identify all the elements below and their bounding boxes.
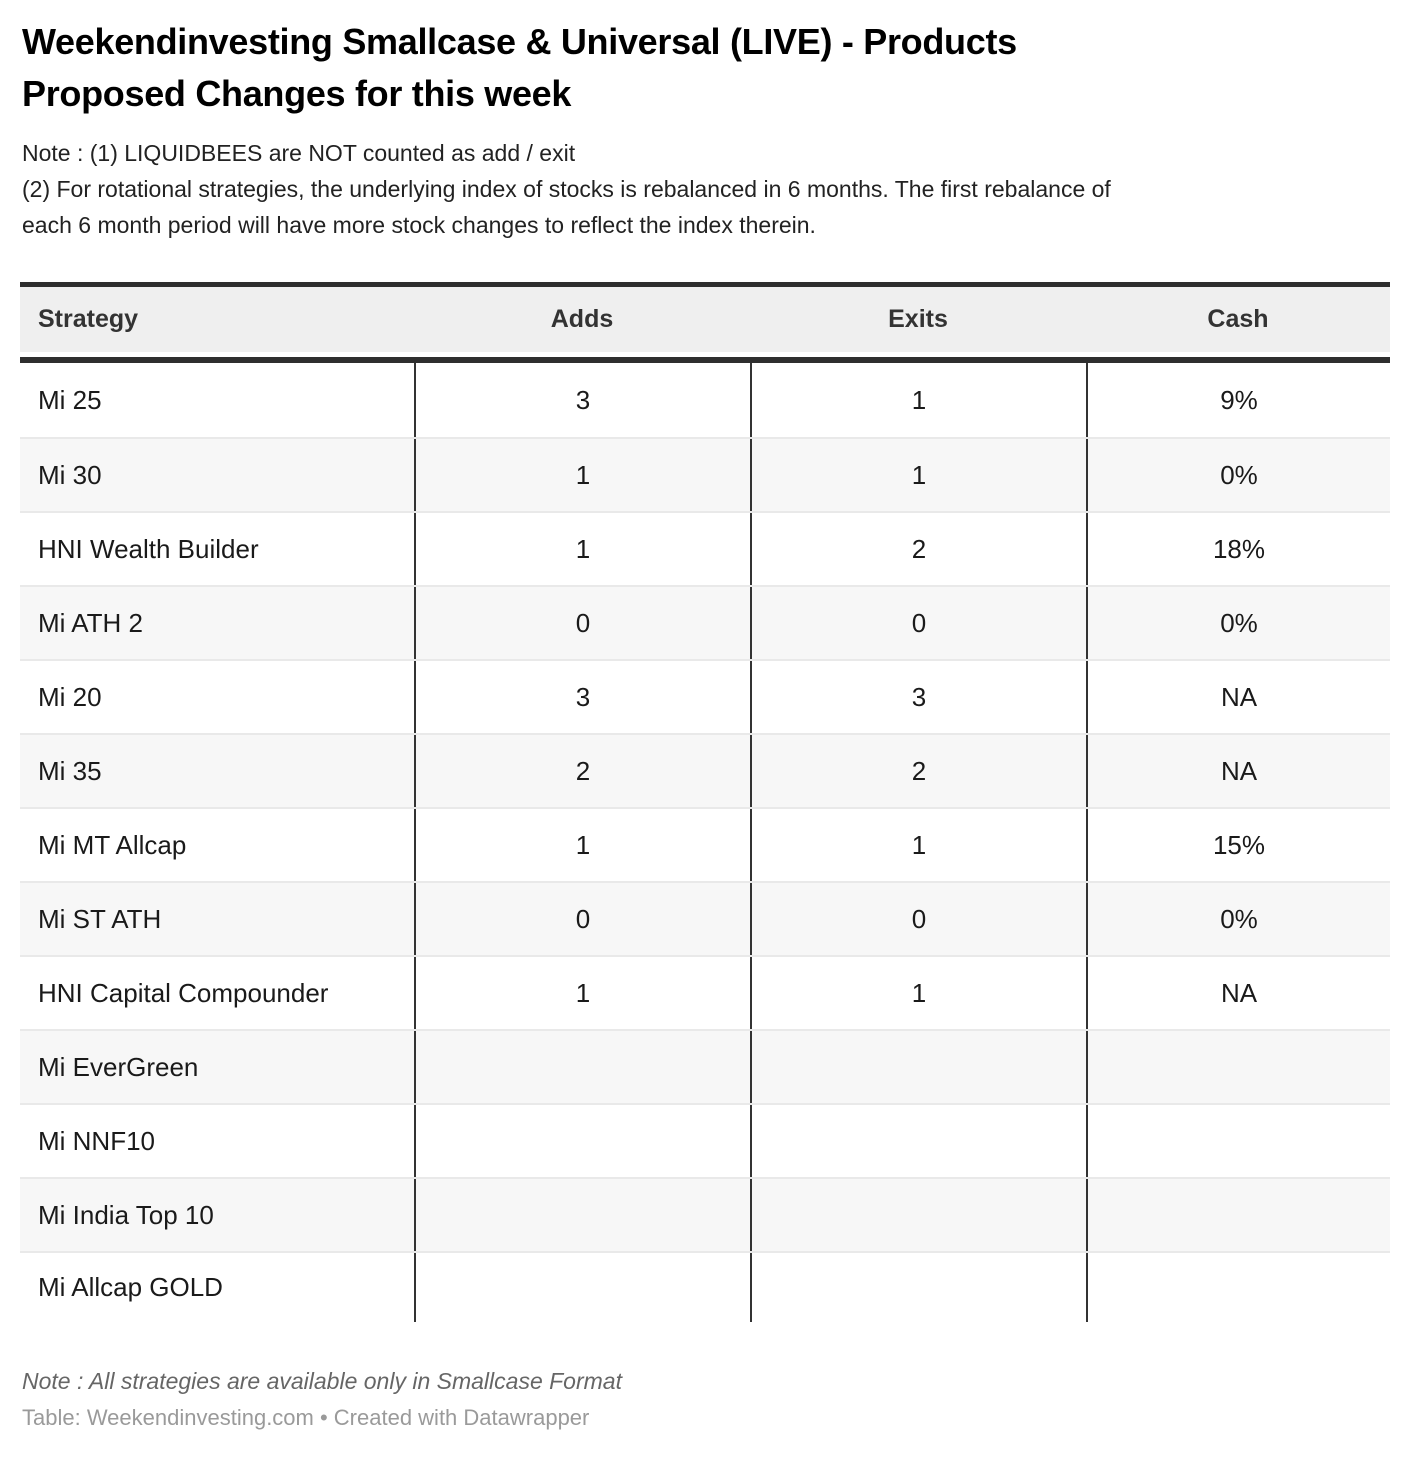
exits-cell: 2: [750, 735, 1086, 807]
table-row: Mi India Top 10: [20, 1177, 1390, 1251]
table-row: Mi MT Allcap 1 1 15%: [20, 807, 1390, 881]
exits-cell: 3: [750, 661, 1086, 733]
cash-cell: 15%: [1086, 809, 1390, 881]
adds-cell: 1: [414, 513, 750, 585]
table-row: Mi NNF10: [20, 1103, 1390, 1177]
adds-cell: [414, 1253, 750, 1322]
cash-cell: NA: [1086, 735, 1390, 807]
strategy-cell: Mi 20: [38, 681, 102, 712]
table-body: Mi 25 3 1 9% Mi 30 1 1 0% HNI Wealth Builder 1 2 18…: [20, 363, 1390, 1322]
strategy-cell: Mi Allcap GOLD: [38, 1272, 223, 1302]
adds-cell: 0: [414, 587, 750, 659]
column-header-exits: Exits: [888, 305, 948, 333]
adds-cell: 2: [414, 735, 750, 807]
strategy-cell: Mi 30: [38, 459, 102, 490]
cash-cell: 0%: [1086, 587, 1390, 659]
cash-cell: [1086, 1031, 1390, 1103]
page: Weekendinvesting Smallcase & Universal (…: [0, 16, 1410, 1464]
exits-cell: [750, 1031, 1086, 1103]
table-row: Mi ST ATH 0 0 0%: [20, 881, 1390, 955]
strategy-cell: Mi EverGreen: [38, 1051, 199, 1082]
strategy-cell: HNI Wealth Builder: [38, 533, 259, 564]
footer-attribution: Table: Weekendinvesting.com • Created wi…: [22, 1405, 590, 1430]
cash-cell: 0%: [1086, 883, 1390, 955]
cash-cell: [1086, 1253, 1390, 1322]
exits-cell: 1: [750, 809, 1086, 881]
strategy-cell: Mi ST ATH: [38, 903, 162, 934]
exits-cell: [750, 1253, 1086, 1322]
description-notes: Note : (1) LIQUIDBEES are NOT counted as…: [22, 135, 1388, 243]
table-header-row: Strategy Adds Exits Cash: [20, 287, 1390, 352]
column-header-cash: Cash: [1207, 305, 1269, 333]
table-header-rule: [20, 357, 1390, 363]
note-line-2: (2) For rotational strategies, the under…: [22, 176, 1111, 202]
table-header-gap: [20, 352, 1390, 357]
adds-cell: 1: [414, 957, 750, 1029]
strategy-cell: Mi India Top 10: [38, 1199, 214, 1230]
exits-cell: 0: [750, 883, 1086, 955]
exits-cell: [750, 1179, 1086, 1251]
page-title: Weekendinvesting Smallcase & Universal (…: [22, 16, 1388, 120]
cash-cell: [1086, 1179, 1390, 1251]
table-row: Mi 25 3 1 9%: [20, 363, 1390, 437]
adds-cell: [414, 1105, 750, 1177]
cash-cell: 18%: [1086, 513, 1390, 585]
exits-cell: [750, 1105, 1086, 1177]
table-row: HNI Capital Compounder 1 1 NA: [20, 955, 1390, 1029]
page-title-line-2: Proposed Changes for this week: [22, 73, 572, 114]
strategy-cell: Mi NNF10: [38, 1125, 156, 1156]
table-row: Mi 20 3 3 NA: [20, 659, 1390, 733]
strategy-cell: Mi ATH 2: [38, 607, 143, 638]
note-line-1: Note : (1) LIQUIDBEES are NOT counted as…: [22, 140, 576, 166]
adds-cell: [414, 1031, 750, 1103]
exits-cell: 1: [750, 363, 1086, 437]
table-row: Mi Allcap GOLD: [20, 1251, 1390, 1322]
exits-cell: 2: [750, 513, 1086, 585]
exits-cell: 1: [750, 957, 1086, 1029]
exits-cell: 0: [750, 587, 1086, 659]
cash-cell: NA: [1086, 661, 1390, 733]
strategy-cell: Mi 25: [38, 384, 102, 415]
column-header-adds: Adds: [550, 305, 614, 333]
column-header-strategy: Strategy: [38, 305, 139, 333]
cash-cell: 9%: [1086, 363, 1390, 437]
adds-cell: 3: [414, 363, 750, 437]
adds-cell: 1: [414, 439, 750, 511]
table-row: Mi 35 2 2 NA: [20, 733, 1390, 807]
table-top-rule: [20, 282, 1390, 287]
cash-cell: NA: [1086, 957, 1390, 1029]
adds-cell: [414, 1179, 750, 1251]
strategy-cell: Mi 35: [38, 755, 102, 786]
note-line-3: each 6 month period will have more stock…: [22, 212, 816, 238]
table-row: Mi 30 1 1 0%: [20, 437, 1390, 511]
adds-cell: 3: [414, 661, 750, 733]
table-row: Mi ATH 2 0 0 0%: [20, 585, 1390, 659]
exits-cell: 1: [750, 439, 1086, 511]
page-title-line-1: Weekendinvesting Smallcase & Universal (…: [22, 21, 1017, 62]
adds-cell: 1: [414, 809, 750, 881]
cash-cell: [1086, 1105, 1390, 1177]
strategy-cell: HNI Capital Compounder: [38, 977, 329, 1008]
footer-note: Note : All strategies are available only…: [22, 1368, 622, 1394]
cash-cell: 0%: [1086, 439, 1390, 511]
adds-cell: 0: [414, 883, 750, 955]
strategy-cell: Mi MT Allcap: [38, 829, 187, 860]
table-row: Mi EverGreen: [20, 1029, 1390, 1103]
strategy-changes-table: Strategy Adds Exits Cash Mi 25 3 1 9% Mi 30 1…: [20, 282, 1390, 1322]
table-row: HNI Wealth Builder 1 2 18%: [20, 511, 1390, 585]
